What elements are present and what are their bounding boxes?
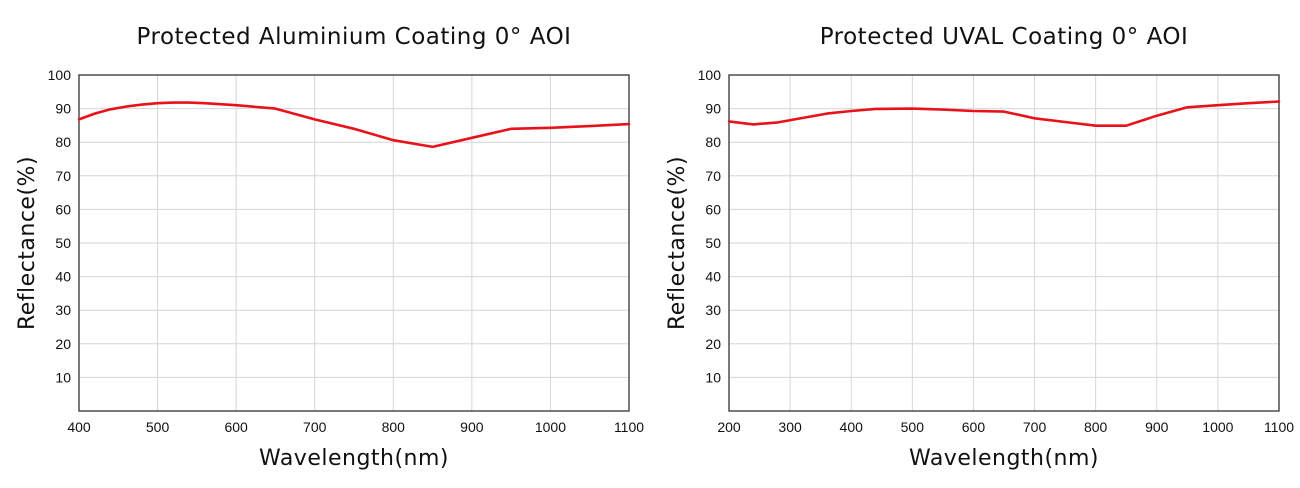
reflectance-series-line (77, 101, 631, 149)
y-tick-label: 10 (55, 369, 71, 385)
reflectance-series-line (727, 100, 1281, 127)
x-tick-label: 900 (1145, 419, 1169, 435)
chart-2: 10 20 30 40 50 60 70 80 90 100 200 300 400 500 600 700 8… (665, 24, 1294, 471)
x-tick-label: 700 (1023, 419, 1047, 435)
plot-frame (728, 74, 1280, 412)
x-tick-label: 500 (146, 419, 170, 435)
x-tick-label: 500 (901, 419, 925, 435)
chart-1: 10 20 30 40 50 60 70 80 90 100 400 500 600 700 800 900 1… (15, 24, 644, 471)
y-tick-label: 100 (48, 67, 72, 83)
x-tick-label: 400 (67, 419, 91, 435)
y-tick-label: 30 (55, 302, 71, 318)
y-axis-label: Reflectance(%) (665, 156, 690, 330)
y-tick-label: 10 (705, 369, 721, 385)
x-tick-label: 1000 (535, 419, 566, 435)
y-tick-label: 70 (705, 168, 721, 184)
chart-title: Protected Aluminium Coating 0° AOI (137, 24, 572, 50)
x-tick-label: 300 (778, 419, 802, 435)
x-tick-label: 700 (303, 419, 327, 435)
y-axis-label: Reflectance(%) (15, 156, 40, 330)
x-tick-label: 400 (840, 419, 864, 435)
plot-frame (78, 74, 630, 412)
x-axis-label: Wavelength(nm) (909, 446, 1099, 471)
y-tick-label: 50 (55, 235, 71, 251)
y-tick-label: 40 (705, 269, 721, 285)
y-tick-label: 90 (55, 101, 71, 117)
y-tick-label: 60 (55, 201, 71, 217)
y-tick-label: 20 (55, 336, 71, 352)
y-tick-label: 50 (705, 235, 721, 251)
y-tick-label: 90 (705, 101, 721, 117)
y-tick-label: 20 (705, 336, 721, 352)
x-tick-label: 800 (1084, 419, 1108, 435)
chart-title: Protected UVAL Coating 0° AOI (820, 24, 1189, 50)
y-tick-label: 70 (55, 168, 71, 184)
x-tick-label: 800 (382, 419, 406, 435)
x-tick-label: 1000 (1202, 419, 1233, 435)
x-axis-label: Wavelength(nm) (259, 446, 449, 471)
x-tick-label: 200 (717, 419, 741, 435)
x-tick-label: 600 (962, 419, 986, 435)
x-tick-label: 1100 (614, 419, 644, 435)
x-tick-label: 600 (224, 419, 248, 435)
x-tick-label: 900 (460, 419, 484, 435)
y-tick-label: 40 (55, 269, 71, 285)
x-tick-label: 1100 (1264, 419, 1294, 435)
y-tick-label: 80 (705, 134, 721, 150)
y-tick-label: 60 (705, 201, 721, 217)
y-tick-label: 80 (55, 134, 71, 150)
y-tick-label: 100 (698, 67, 722, 83)
y-tick-label: 30 (705, 302, 721, 318)
